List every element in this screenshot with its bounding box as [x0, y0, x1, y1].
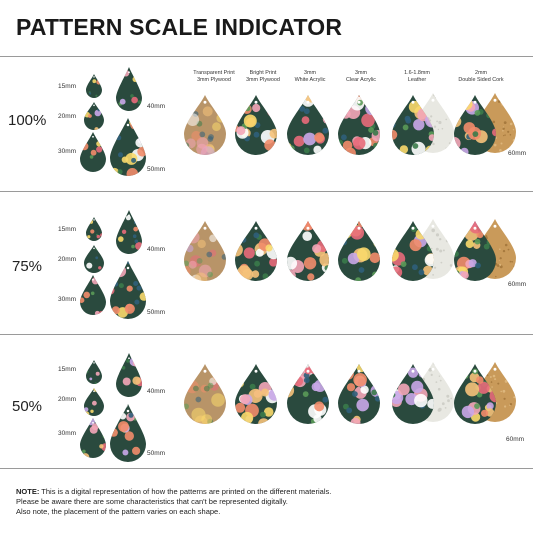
size-label-30mm: 30mm	[58, 430, 77, 437]
size-label-20mm: 20mm	[58, 256, 77, 263]
material-header-transparent-plywood: Transparent Print 3mm Plywood	[174, 70, 254, 83]
size-label-20mm: 20mm	[58, 113, 77, 120]
divider	[0, 56, 533, 57]
teardrop-15mm	[86, 217, 102, 241]
size-label-40mm: 40mm	[147, 246, 166, 253]
size-label-30mm: 30mm	[58, 296, 77, 303]
teardrop-30mm	[80, 418, 106, 458]
teardrop-white-acrylic	[287, 364, 329, 424]
teardrop-50mm	[110, 118, 146, 176]
teardrop-30mm	[80, 132, 106, 172]
material-header-bright-plywood: Bright Print 3mm Plywood	[223, 70, 303, 83]
material-line2: 3mm Plywood	[197, 76, 231, 83]
note-label: NOTE:	[16, 487, 40, 496]
teardrop-15mm	[86, 360, 102, 384]
teardrop-bright-plywood	[235, 221, 277, 281]
teardrop-15mm	[86, 74, 102, 98]
page-title: PATTERN SCALE INDICATOR	[16, 14, 343, 40]
teardrop-leather	[392, 95, 434, 155]
material-header-clear-acrylic: 3mm Clear Acrylic	[321, 70, 401, 83]
size-label-50mm: 50mm	[147, 450, 166, 457]
divider	[0, 191, 533, 192]
teardrop-cork	[454, 364, 496, 424]
material-line2: Leather	[407, 76, 427, 83]
material-line2: Clear Acrylic	[346, 76, 376, 83]
teardrop-20mm	[84, 102, 104, 130]
divider	[0, 334, 533, 335]
size-label-60mm: 60mm	[508, 150, 527, 157]
material-header-white-acrylic: 3mm White Acrylic	[270, 70, 350, 83]
divider	[0, 468, 533, 469]
teardrop-leather	[392, 221, 434, 281]
teardrop-40mm	[116, 67, 142, 111]
teardrop-50mm	[110, 404, 146, 462]
material-line2: 3mm Plywood	[246, 76, 280, 83]
size-label-15mm: 15mm	[58, 83, 77, 90]
material-line2: Double Sided Cork	[458, 76, 504, 83]
note-line1: This is a digital representation of how …	[39, 487, 332, 496]
note-block: NOTE: This is a digital representation o…	[16, 487, 331, 517]
teardrop-transparent-plywood	[184, 95, 226, 155]
teardrop-30mm	[80, 275, 106, 315]
size-label-15mm: 15mm	[58, 366, 77, 373]
material-line1: 2mm	[475, 70, 487, 76]
material-header-cork: 2mm Double Sided Cork	[441, 70, 521, 83]
material-line1: Transparent Print	[193, 70, 235, 76]
teardrop-clear-acrylic	[338, 95, 380, 155]
material-line1: 3mm	[304, 70, 316, 76]
size-label-50mm: 50mm	[147, 309, 166, 316]
note-line3: Also note, the placement of the pattern …	[16, 507, 221, 516]
note-line2: Please be aware there are some character…	[16, 497, 288, 506]
teardrop-cork	[454, 95, 496, 155]
teardrop-20mm	[84, 388, 104, 416]
scale-label-75: 75%	[12, 258, 43, 275]
size-label-60mm: 60mm	[506, 436, 525, 443]
teardrop-bright-plywood	[235, 364, 277, 424]
teardrop-white-acrylic	[287, 95, 329, 155]
size-label-50mm: 50mm	[147, 166, 166, 173]
scale-label-100: 100%	[8, 112, 47, 129]
teardrop-leather	[392, 364, 434, 424]
size-label-60mm: 60mm	[508, 281, 527, 288]
teardrop-20mm	[84, 245, 104, 273]
size-label-20mm: 20mm	[58, 396, 77, 403]
size-label-30mm: 30mm	[58, 148, 77, 155]
material-header-leather: 1.6-1.8mm Leather	[377, 70, 457, 83]
teardrop-clear-acrylic	[338, 364, 380, 424]
size-label-40mm: 40mm	[147, 388, 166, 395]
material-line1: 1.6-1.8mm	[404, 70, 430, 76]
teardrop-bright-plywood	[235, 95, 277, 155]
teardrop-transparent-plywood	[184, 221, 226, 281]
size-label-15mm: 15mm	[58, 226, 77, 233]
teardrop-transparent-plywood	[184, 364, 226, 424]
material-line1: 3mm	[355, 70, 367, 76]
material-line1: Bright Print	[249, 70, 277, 76]
size-label-40mm: 40mm	[147, 103, 166, 110]
teardrop-white-acrylic	[287, 221, 329, 281]
teardrop-cork	[454, 221, 496, 281]
teardrop-40mm	[116, 210, 142, 254]
teardrop-clear-acrylic	[338, 221, 380, 281]
scale-label-50: 50%	[12, 398, 43, 415]
teardrop-40mm	[116, 353, 142, 397]
material-line2: White Acrylic	[294, 76, 326, 83]
teardrop-50mm	[110, 261, 146, 319]
